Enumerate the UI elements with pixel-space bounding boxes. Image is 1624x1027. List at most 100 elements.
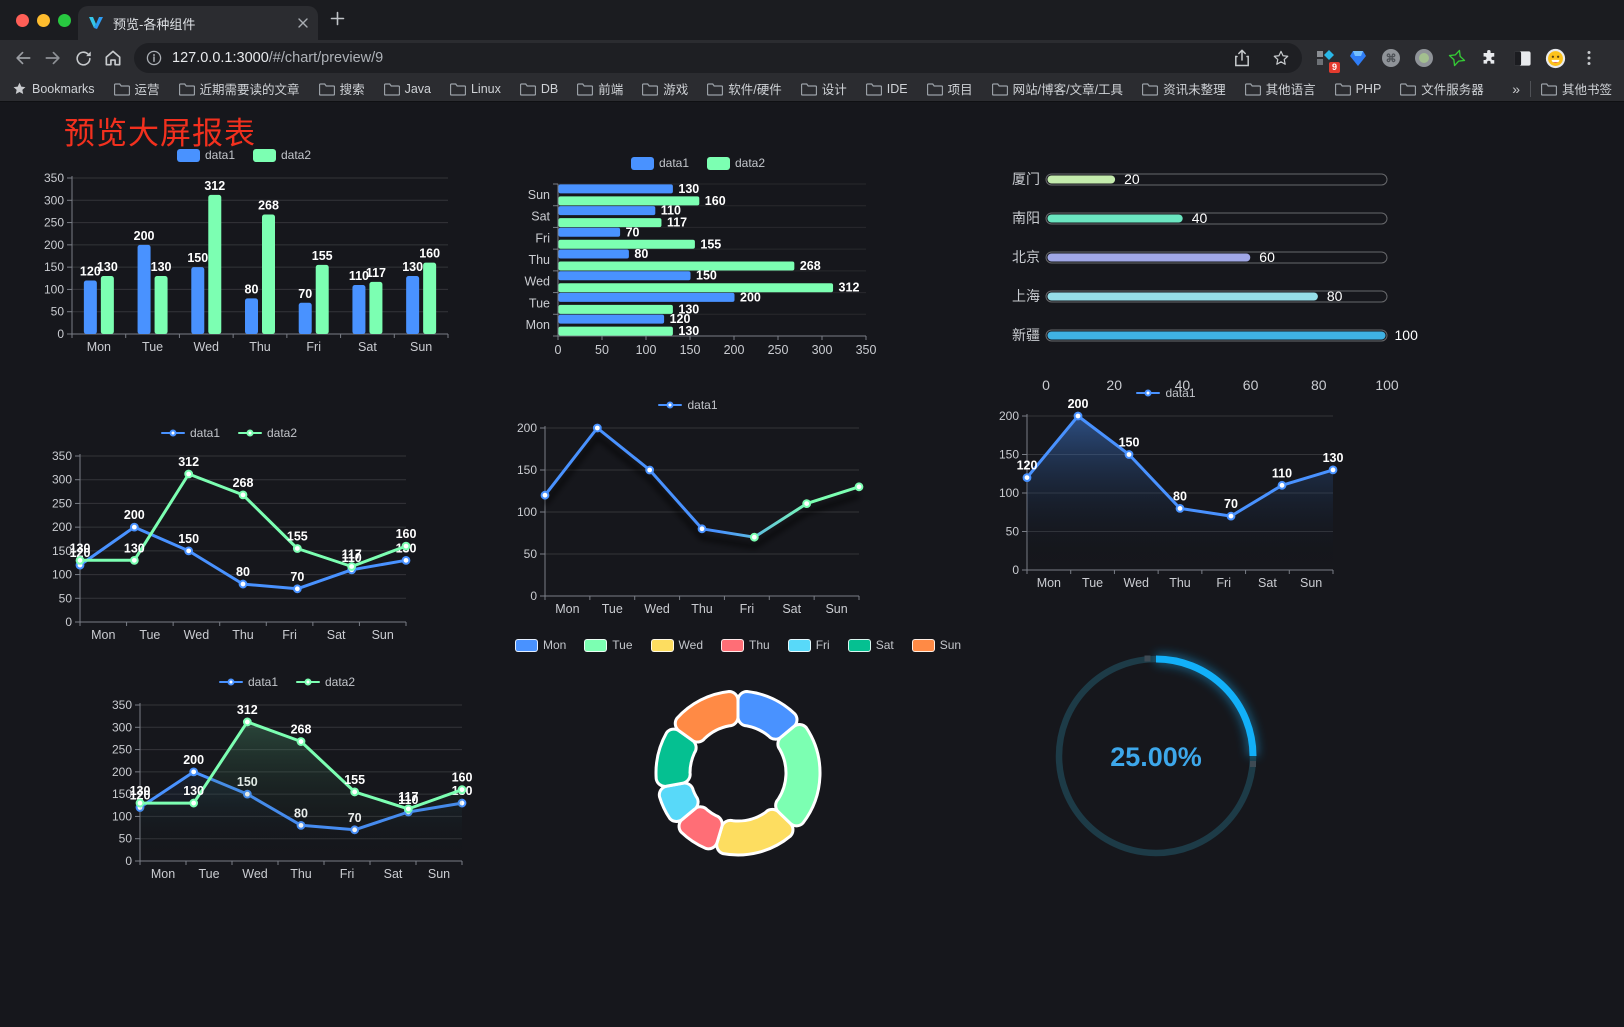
bar-data1-Wed [558,271,691,281]
bar-data2-Wed [558,283,834,293]
extension-command-icon[interactable]: ⌘ [1380,48,1401,69]
browser-tab[interactable]: 预览-各种组件 [78,6,318,40]
extensions-puzzle-icon[interactable] [1479,48,1500,69]
legend-item-Mon[interactable]: Mon [514,638,566,652]
pie-slice-Tue[interactable] [774,723,822,828]
svg-text:130: 130 [130,784,151,798]
menu-dots-icon[interactable] [1578,48,1599,69]
svg-text:Sun: Sun [428,867,450,881]
bookmark-folder-item[interactable]: 软件/硬件 [707,79,782,98]
legend-item-data2[interactable]: data2 [296,675,355,689]
legend-item-data1[interactable]: data1 [160,426,220,440]
new-tab-button[interactable] [330,11,345,26]
extension-grid-icon[interactable]: 9 [1314,48,1340,73]
svg-text:160: 160 [705,194,726,208]
bookmark-folder-item[interactable]: 项目 [926,79,973,98]
bookmark-folder-item[interactable]: 网站/博客/文章/工具 [991,79,1123,98]
pie-slice-Fri[interactable] [657,781,700,823]
window-zoom-button[interactable] [58,14,71,27]
bookmark-folder-item[interactable]: DB [519,82,558,96]
extension-gem-icon[interactable] [1347,48,1368,69]
back-button[interactable] [8,43,38,73]
legend-swatch-icon [176,148,200,162]
bookmark-folder-item[interactable]: 前端 [577,79,623,98]
home-button[interactable] [98,43,128,73]
svg-text:Mon: Mon [526,318,550,332]
series-data2: 130 130 312 268 155 117 160 [130,703,472,861]
svg-text:300: 300 [44,193,64,207]
forward-button[interactable] [38,43,68,73]
info-icon[interactable] [146,50,162,66]
folder-icon [318,82,335,96]
bookmark-folder-item[interactable]: IDE [865,82,908,96]
sidepanel-icon[interactable] [1512,48,1533,69]
bookmarks-root-item[interactable]: Bookmarks [12,81,95,96]
bookmark-folder-item[interactable]: 其他语言 [1244,79,1316,98]
pie-slice-Sat[interactable] [654,727,698,788]
legend-item-data1[interactable]: data1 [1136,386,1196,400]
svg-text:155: 155 [344,773,365,787]
legend-label: data1 [687,398,718,412]
legend-item-data1[interactable]: data1 [630,156,689,170]
reload-button[interactable] [68,43,98,73]
browser-toolbar: 127.0.0.1:3000/#/chart/preview/9 9 ⌘ [0,40,1624,76]
bookmark-label: 前端 [598,83,624,97]
legend-swatch-icon [787,638,811,652]
bookmark-folder-item[interactable]: Java [383,82,431,96]
legend-item-Wed[interactable]: Wed [650,638,703,652]
bookmark-star-icon[interactable] [1272,49,1290,67]
other-bookmarks-folder[interactable]: 其他书签 [1540,79,1612,98]
svg-text:250: 250 [52,496,72,510]
folder-icon [800,82,817,96]
star-icon [13,82,26,94]
svg-text:Thu: Thu [1169,576,1191,590]
window-minimize-button[interactable] [37,14,50,27]
chart-legend: data1 [985,384,1347,402]
bookmark-folder-item[interactable]: 资讯未整理 [1142,79,1226,98]
bookmark-folder-item[interactable]: PHP [1334,82,1381,96]
legend-item-data2[interactable]: data2 [707,156,765,170]
pie-slice-Sun[interactable] [673,689,740,744]
bookmark-folder-item[interactable]: 运营 [113,79,160,98]
legend-item-Sat[interactable]: Sat [847,638,894,652]
extension-green-star-icon[interactable] [1446,48,1467,69]
pie-slice-Thu[interactable] [677,805,724,851]
profile-avatar[interactable] [1545,48,1566,69]
legend-item-data1[interactable]: data1 [218,675,278,689]
svg-text:155: 155 [700,237,721,251]
bookmark-folder-item[interactable]: 游戏 [642,79,688,98]
legend-item-Thu[interactable]: Thu [721,638,770,652]
bookmark-folder-item[interactable]: 搜索 [318,79,365,98]
legend-label: data1 [189,426,220,440]
legend-item-Tue[interactable]: Tue [584,638,633,652]
svg-text:上海: 上海 [1012,288,1040,304]
page-content: 预览大屏报表 data1 data2 0 50 100 150 200 250 300 350 Mo… [0,102,1624,1026]
window-close-button[interactable] [16,14,29,27]
legend-item-data1[interactable]: data1 [176,148,235,162]
svg-text:300: 300 [112,720,132,734]
pie-slice-Wed[interactable] [715,807,795,857]
svg-text:160: 160 [396,527,417,541]
legend-item-data2[interactable]: data2 [253,148,311,162]
line-two-series-canvas: 0 50 100 150 200 250 300 350 Mon Tue Wed Thu Fri Sat S… [52,449,417,642]
bookmark-folder-item[interactable]: 近期需要读的文章 [178,79,300,98]
legend-item-Sun[interactable]: Sun [911,638,961,652]
svg-text:50: 50 [59,591,73,605]
legend-item-data1[interactable]: data1 [658,398,718,412]
svg-text:110: 110 [398,793,418,807]
svg-text:312: 312 [178,455,199,469]
legend-swatch-icon [296,678,320,686]
bookmark-folder-item[interactable]: 文件服务器 [1400,79,1484,98]
extension-dot-circle-icon[interactable] [1413,48,1434,69]
svg-text:⌘: ⌘ [1385,53,1396,65]
bookmark-folder-item[interactable]: Linux [449,82,501,96]
address-bar[interactable]: 127.0.0.1:3000/#/chart/preview/9 [134,43,1302,73]
legend-item-data2[interactable]: data2 [238,426,297,440]
tab-close-icon[interactable] [298,18,308,28]
svg-text:70: 70 [290,570,304,584]
share-icon[interactable] [1234,49,1250,67]
svg-text:130: 130 [1323,451,1344,465]
bookmark-folder-item[interactable]: 设计 [800,79,847,98]
legend-item-Fri[interactable]: Fri [787,638,830,652]
bookmarks-overflow-chevron[interactable]: » [1512,80,1520,97]
